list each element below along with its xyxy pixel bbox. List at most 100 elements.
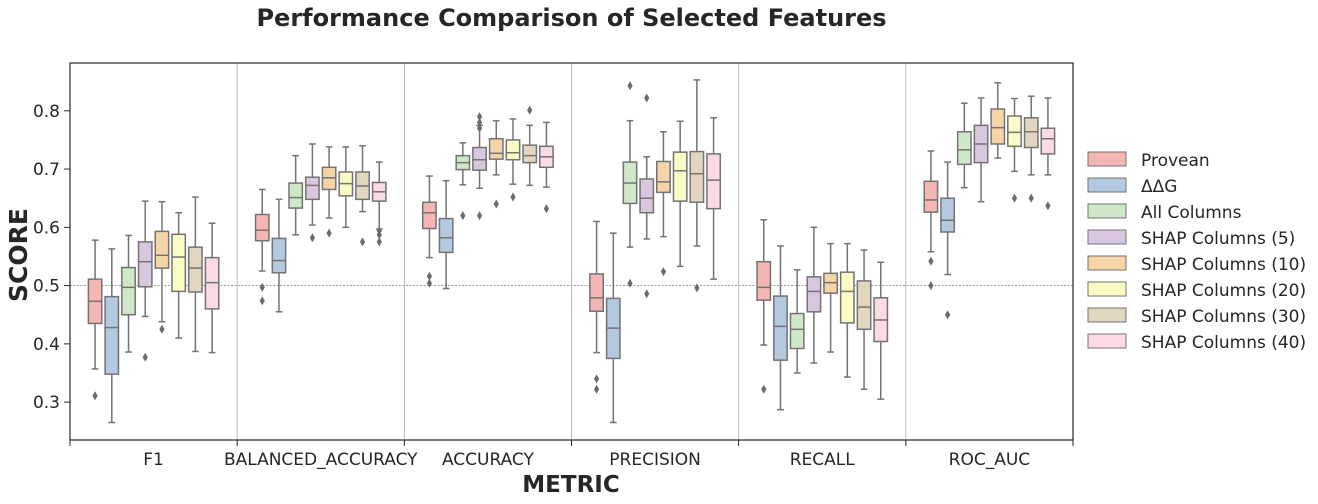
plot-area bbox=[70, 63, 1073, 440]
outlier-point bbox=[527, 105, 533, 115]
box-7-1 bbox=[371, 161, 387, 247]
box-1-3 bbox=[605, 232, 621, 424]
box-body bbox=[1040, 127, 1056, 155]
outlier-point bbox=[644, 289, 650, 299]
outlier-point bbox=[376, 237, 382, 247]
outlier-point bbox=[1011, 193, 1018, 203]
y-tick-label: 0.7 bbox=[33, 160, 60, 180]
outlier-point bbox=[627, 278, 633, 288]
legend-entry-5: SHAP Columns (20) bbox=[1087, 281, 1306, 301]
box-body bbox=[104, 295, 120, 375]
box-body bbox=[304, 176, 320, 201]
box-2-4 bbox=[789, 269, 805, 374]
box-body bbox=[187, 246, 203, 293]
outlier-point bbox=[510, 192, 516, 202]
box-7-5 bbox=[1040, 97, 1056, 211]
legend: Provean ΔΔG All Columns SHAP Columns (5) SHA… bbox=[1087, 151, 1306, 353]
legend-entry-1: ΔΔG bbox=[1087, 177, 1177, 197]
box-4-2 bbox=[488, 119, 504, 209]
box-6-3 bbox=[689, 79, 705, 293]
box-3-5 bbox=[973, 97, 989, 203]
x-axis: F1 BALANCED_ACCURACY ACCURACY PRECISION RECA… bbox=[69, 440, 1074, 470]
outlier-point bbox=[476, 123, 483, 133]
legend-label: SHAP Columns (20) bbox=[1141, 281, 1306, 301]
outlier-point bbox=[476, 112, 483, 122]
box-4-5 bbox=[990, 82, 1006, 159]
box-2-0 bbox=[121, 234, 136, 353]
y-tick-label: 0.6 bbox=[33, 218, 60, 238]
box-5-1 bbox=[338, 146, 354, 229]
legend-entry-6: SHAP Columns (30) bbox=[1087, 307, 1306, 327]
outlier-point bbox=[928, 281, 934, 291]
x-tick-label: F1 bbox=[143, 450, 164, 470]
box-body bbox=[1007, 115, 1022, 148]
legend-label: ΔΔG bbox=[1141, 177, 1177, 197]
outlier-point bbox=[543, 204, 550, 214]
legend-entry-2: All Columns bbox=[1087, 203, 1242, 223]
legend-swatch bbox=[1087, 229, 1127, 245]
box-3-4 bbox=[806, 226, 822, 364]
box-0-2 bbox=[421, 175, 437, 288]
legend-swatch bbox=[1087, 281, 1127, 297]
y-axis: 0.3 0.4 0.5 0.6 0.7 0.8 bbox=[33, 102, 70, 413]
box-7-4 bbox=[873, 261, 889, 400]
outlier-point bbox=[694, 283, 700, 293]
y-tick-label: 0.5 bbox=[33, 277, 60, 297]
outlier-point bbox=[92, 391, 98, 401]
outlier-point bbox=[660, 267, 667, 277]
box-body bbox=[1023, 117, 1039, 149]
box-4-4 bbox=[823, 242, 839, 353]
box-body bbox=[288, 182, 304, 209]
box-body bbox=[438, 217, 454, 254]
legend-swatch bbox=[1087, 255, 1127, 271]
box-7-2 bbox=[538, 121, 554, 214]
box-body bbox=[689, 150, 705, 204]
box-body bbox=[488, 137, 504, 160]
outlier-point bbox=[593, 384, 600, 394]
legend-swatch bbox=[1087, 203, 1127, 219]
box-body bbox=[923, 180, 939, 213]
legend-entry-3: SHAP Columns (5) bbox=[1087, 229, 1295, 249]
legend-label: All Columns bbox=[1141, 203, 1242, 223]
x-axis-label: METRIC bbox=[522, 472, 619, 498]
outlier-point bbox=[627, 81, 633, 91]
box-0-1 bbox=[254, 188, 270, 306]
box-body bbox=[756, 260, 772, 301]
box-body bbox=[137, 241, 153, 288]
box-body bbox=[773, 295, 788, 361]
box-0-4 bbox=[756, 218, 772, 394]
legend-label: Provean bbox=[1141, 151, 1210, 171]
y-tick-label: 0.3 bbox=[33, 393, 60, 413]
box-4-1 bbox=[321, 146, 337, 238]
box-1-0 bbox=[104, 248, 120, 424]
y-tick-label: 0.8 bbox=[33, 102, 60, 122]
outlier-point bbox=[593, 374, 600, 384]
outlier-point bbox=[476, 117, 483, 127]
outlier-point bbox=[928, 256, 934, 266]
box-7-0 bbox=[204, 222, 220, 354]
box-1-5 bbox=[940, 161, 956, 320]
outlier-point bbox=[761, 384, 767, 394]
outlier-point bbox=[493, 199, 499, 209]
legend-entry-0: Provean bbox=[1087, 151, 1210, 171]
x-tick-label: ACCURACY bbox=[442, 450, 535, 470]
box-body bbox=[956, 131, 972, 166]
x-tick-label: ROC_AUC bbox=[949, 450, 1031, 470]
outlier-point bbox=[426, 271, 433, 281]
x-tick-label: PRECISION bbox=[609, 450, 701, 470]
box-3-1 bbox=[304, 143, 320, 243]
box-body bbox=[856, 280, 872, 331]
outlier-point bbox=[259, 282, 265, 292]
box-5-0 bbox=[171, 212, 187, 339]
box-2-3 bbox=[622, 81, 638, 288]
y-tick-label: 0.4 bbox=[33, 335, 60, 355]
box-3-0 bbox=[137, 200, 153, 362]
box-2-5 bbox=[956, 102, 972, 189]
box-2-1 bbox=[288, 154, 304, 236]
outlier-point bbox=[1028, 193, 1034, 203]
outlier-point bbox=[476, 211, 483, 221]
box-4-0 bbox=[154, 200, 170, 334]
legend-label: SHAP Columns (10) bbox=[1141, 255, 1306, 275]
outlier-point bbox=[460, 211, 466, 221]
